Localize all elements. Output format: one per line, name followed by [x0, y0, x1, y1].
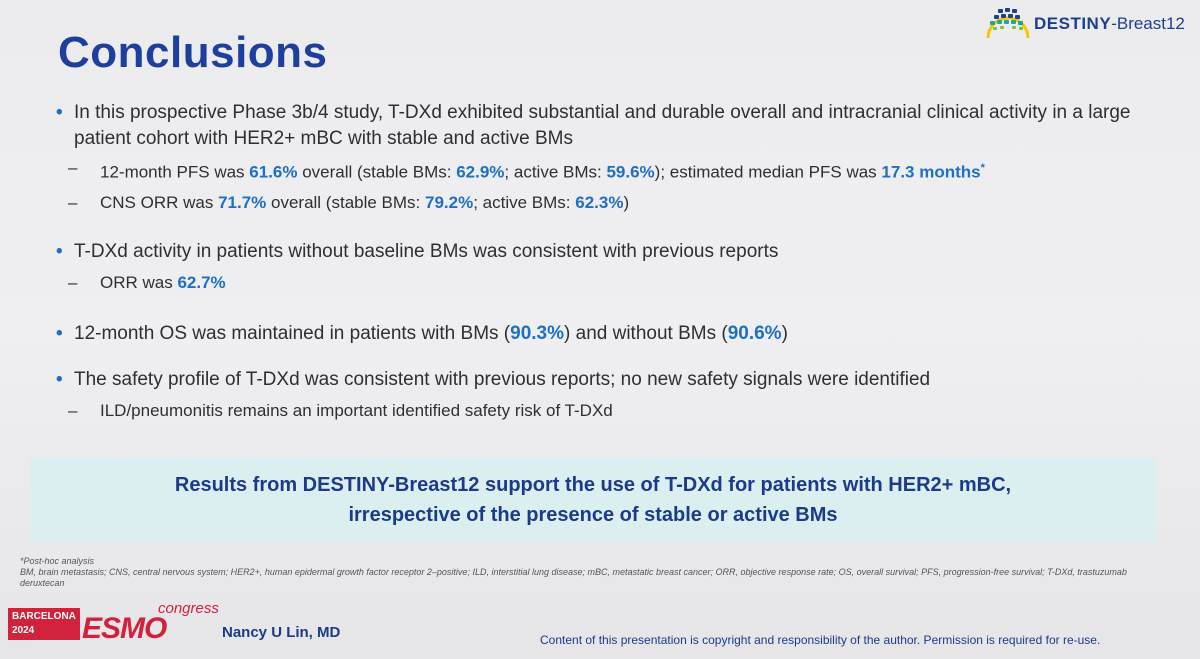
- footnote-posthoc: *Post-hoc analysis: [20, 556, 95, 566]
- bullet-study-activity: • In this prospective Phase 3b/4 study, …: [56, 102, 1131, 149]
- sub-bullet-cns-orr: – CNS ORR was 71.7% overall (stable BMs:…: [56, 191, 1176, 215]
- esmo-brand: ESMO: [82, 612, 167, 645]
- footnote-abbreviations: BM, brain metastasis; CNS, central nervo…: [20, 567, 1127, 588]
- bullet-dot-icon: •: [56, 240, 63, 262]
- conclusion-callout: Results from DESTINY-Breast12 support th…: [30, 458, 1156, 542]
- logo-text: DESTINY-Breast12: [1034, 14, 1185, 33]
- esmo-congress-logo: BARCELONA 2024 ESMO congress: [8, 600, 219, 652]
- bullet-os: • 12-month OS was maintained in patients…: [56, 321, 1176, 347]
- dash-icon: –: [68, 400, 78, 420]
- dash-icon: –: [68, 158, 78, 177]
- sub-bullet-orr: – ORR was 62.7%: [56, 271, 1176, 295]
- footnotes: *Post-hoc analysis BM, brain metastasis;…: [20, 556, 1170, 589]
- dash-icon: –: [68, 272, 78, 292]
- bullet-dot-icon: •: [56, 102, 63, 123]
- callout-line-2: irrespective of the presence of stable o…: [348, 504, 838, 526]
- dash-icon: –: [68, 192, 78, 212]
- congress-word: congress: [158, 600, 219, 617]
- bullet-safety: • The safety profile of T-DXd was consis…: [56, 367, 1176, 393]
- bullet-dot-icon: •: [56, 368, 63, 390]
- author-name: Nancy U Lin, MD: [222, 624, 341, 641]
- sub-bullet-pfs: – 12-month PFS was 61.6% overall (stable…: [68, 158, 985, 182]
- logo-arc-icon: [986, 8, 1030, 39]
- congress-city-badge: BARCELONA 2024: [8, 608, 80, 640]
- callout-line-1: Results from DESTINY-Breast12 support th…: [174, 474, 1012, 496]
- copyright-notice: Content of this presentation is copyrigh…: [540, 633, 1101, 647]
- bullet-dot-icon: •: [56, 322, 63, 344]
- page-title: Conclusions: [58, 28, 328, 77]
- conclusions-list: • In this prospective Phase 3b/4 study, …: [56, 100, 1176, 423]
- bullet-no-baseline-bms: • T-DXd activity in patients without bas…: [56, 239, 1176, 265]
- destiny-breast12-logo: DESTINY-Breast12: [984, 6, 1194, 40]
- sub-bullet-ild: – ILD/pneumonitis remains an important i…: [56, 399, 1176, 423]
